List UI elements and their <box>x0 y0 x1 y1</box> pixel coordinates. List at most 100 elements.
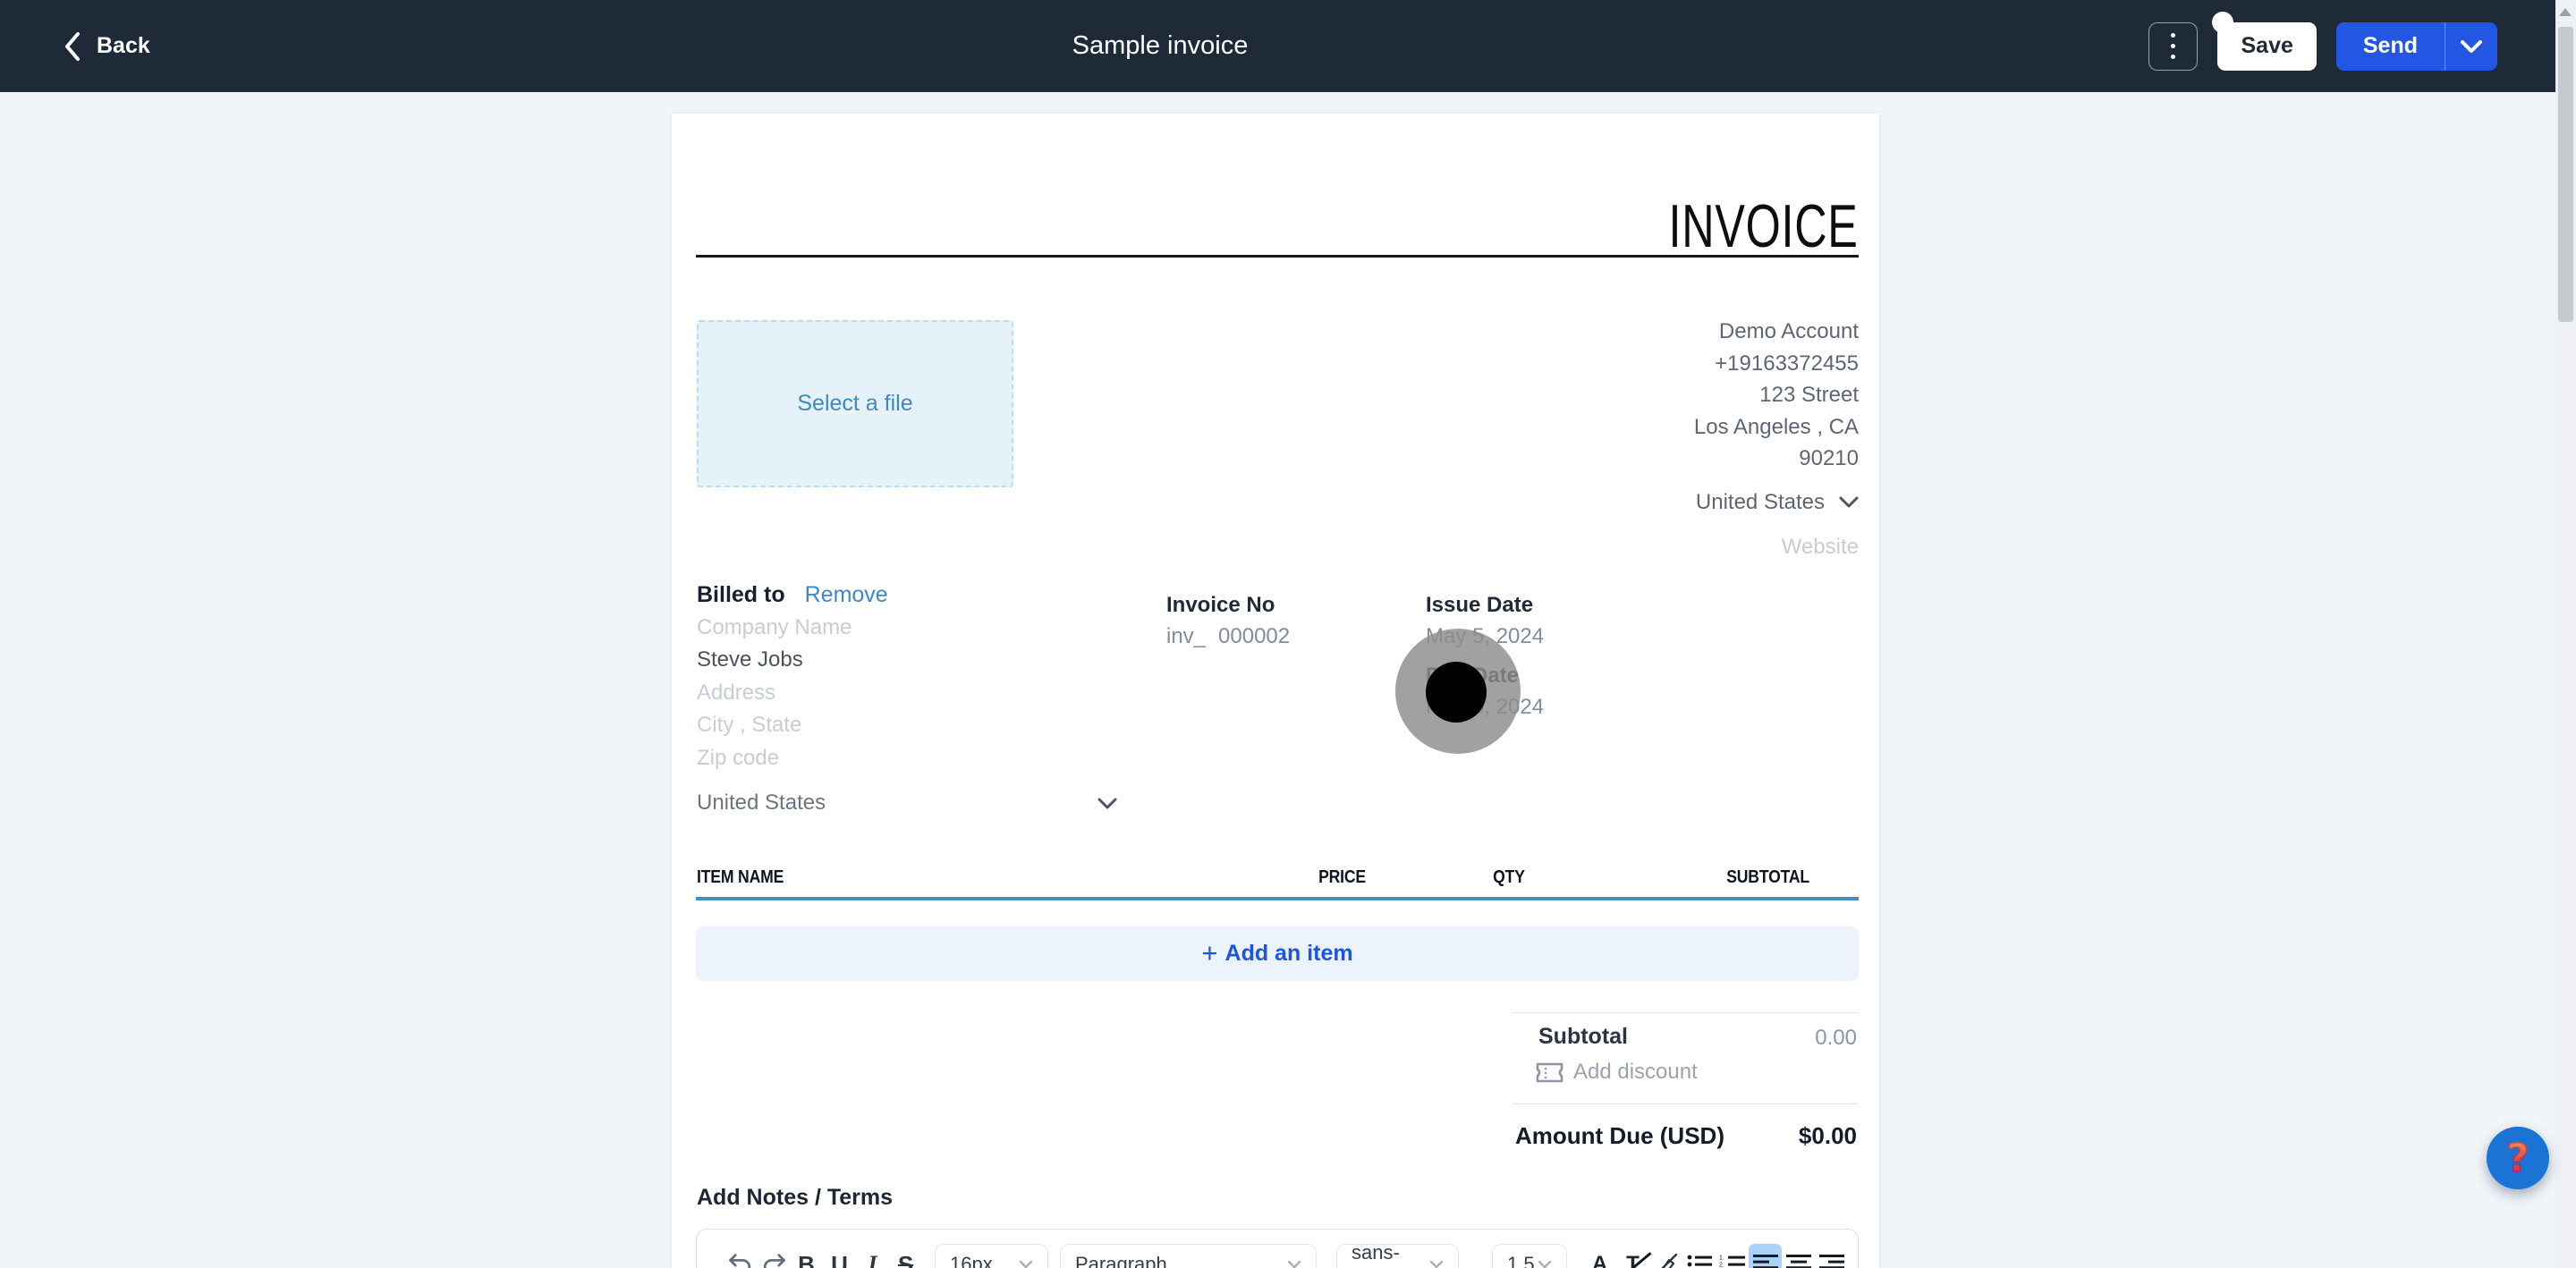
chevron-down-icon <box>1538 1260 1552 1268</box>
items-table-header: ITEM NAME PRICE QTY SUBTOTAL <box>672 867 1879 891</box>
clear-format-button[interactable]: T <box>1616 1244 1649 1268</box>
underline-button[interactable]: U <box>823 1244 856 1268</box>
subtotal-value: 0.00 <box>1815 1026 1857 1050</box>
amount-due-label: Amount Due (USD) <box>1515 1122 1724 1149</box>
font-size-value: 16px <box>950 1253 993 1268</box>
invoice-heading: INVOICE <box>1668 192 1859 260</box>
invoice-no-label: Invoice No <box>1166 593 1275 617</box>
seller-street[interactable]: 123 Street <box>1759 383 1859 407</box>
chevron-down-icon <box>1429 1260 1444 1268</box>
page-scrollbar[interactable] <box>2555 0 2576 1268</box>
redo-button[interactable] <box>757 1244 790 1268</box>
send-button[interactable]: Send <box>2335 21 2445 71</box>
totals-divider <box>1512 1012 1859 1013</box>
zip-code-field[interactable]: Zip code <box>697 745 780 770</box>
seller-city-state[interactable]: Los Angeles , CA <box>1693 414 1859 439</box>
upload-label: Select a file <box>797 391 913 416</box>
paragraph-style-value: Paragraph <box>1075 1253 1167 1268</box>
column-price: PRICE <box>1318 867 1366 887</box>
notes-rich-text-editor[interactable]: B U I S 16px Paragraph sans-serif 1.5 <box>696 1229 1859 1268</box>
address-field[interactable]: Address <box>697 680 776 705</box>
align-right-icon <box>1818 1254 1844 1268</box>
question-mark-icon: ? <box>2505 1135 2529 1182</box>
topbar-actions: Save Send <box>2148 0 2497 92</box>
bold-button[interactable]: B <box>790 1244 823 1268</box>
scrollbar-up-arrow-icon[interactable] <box>2559 8 2572 16</box>
chevron-down-icon <box>1839 496 1859 508</box>
column-subtotal: SUBTOTAL <box>1726 867 1809 887</box>
line-height-select[interactable]: 1.5 <box>1492 1244 1567 1268</box>
cursor-click-dot <box>1426 662 1487 723</box>
bullet-list-icon <box>1686 1254 1713 1268</box>
text-color-button[interactable]: A <box>1583 1244 1616 1268</box>
client-country-select[interactable]: United States <box>697 787 1117 820</box>
seller-country-select[interactable]: United States <box>1694 486 1859 519</box>
clear-format-icon: T <box>1626 1252 1640 1268</box>
client-name-field[interactable]: Steve Jobs <box>697 647 803 672</box>
save-button[interactable]: Save <box>2217 21 2317 71</box>
add-item-label: Add an item <box>1224 941 1353 966</box>
chevron-left-icon <box>63 30 82 63</box>
seller-phone[interactable]: +19163372455 <box>1715 351 1859 376</box>
font-family-value: sans-serif <box>1352 1241 1400 1268</box>
highlight-remove-button[interactable] <box>1649 1244 1682 1268</box>
bullet-list-button[interactable] <box>1682 1244 1716 1268</box>
billed-to-label: Billed to <box>697 582 785 607</box>
invoice-number-block: Invoice No inv_ 000002 <box>1166 593 1290 649</box>
column-qty: QTY <box>1493 867 1525 887</box>
topbar: Back Sample invoice Save Send <box>0 0 2576 92</box>
seller-country-value: United States <box>1695 489 1825 514</box>
redo-icon <box>760 1251 787 1268</box>
italic-button[interactable]: I <box>856 1244 889 1268</box>
issue-date-label: Issue Date <box>1426 593 1534 617</box>
scrollbar-thumb[interactable] <box>2558 27 2573 322</box>
line-height-value: 1.5 <box>1507 1253 1535 1268</box>
ordered-list-icon: 1. 2. 3. <box>1719 1254 1746 1268</box>
align-right-button[interactable] <box>1815 1244 1848 1268</box>
more-options-button[interactable] <box>2148 21 2199 71</box>
city-state-field[interactable]: City , State <box>697 713 802 737</box>
remove-client-link[interactable]: Remove <box>804 582 888 607</box>
help-button[interactable]: ? <box>2487 1127 2549 1189</box>
back-button[interactable]: Back <box>63 0 150 92</box>
billed-to-section: Billed to Remove Company Name Steve Jobs… <box>697 579 1117 820</box>
seller-zip[interactable]: 90210 <box>1799 446 1859 470</box>
align-center-button[interactable] <box>1782 1244 1815 1268</box>
page-title: Sample invoice <box>1072 31 1249 60</box>
svg-text:1.: 1. <box>1719 1255 1724 1262</box>
chevron-down-icon <box>1019 1260 1033 1268</box>
chevron-down-icon <box>1097 798 1117 809</box>
company-name-field[interactable]: Company Name <box>697 614 852 639</box>
add-discount-button[interactable]: Add discount <box>1536 1060 1698 1085</box>
text-color-icon: A <box>1592 1252 1607 1268</box>
paragraph-style-select[interactable]: Paragraph <box>1060 1244 1317 1268</box>
undo-button[interactable] <box>724 1244 757 1268</box>
editor-toolbar-group2: A T <box>1583 1244 1848 1268</box>
ordered-list-button[interactable]: 1. 2. 3. <box>1716 1244 1749 1268</box>
add-item-button[interactable]: + Add an item <box>696 926 1859 981</box>
kebab-menu-icon <box>2171 33 2176 38</box>
subtotal-label: Subtotal <box>1538 1024 1628 1049</box>
font-family-select[interactable]: sans-serif <box>1336 1241 1459 1268</box>
notes-terms-label: Add Notes / Terms <box>697 1185 894 1210</box>
ticket-icon <box>1536 1062 1563 1083</box>
items-table-rule <box>696 897 1859 900</box>
send-dropdown-button[interactable] <box>2445 21 2497 71</box>
invoice-no-field[interactable]: inv_ 000002 <box>1166 624 1290 649</box>
send-split-button: Send <box>2335 21 2497 71</box>
back-label: Back <box>97 33 150 58</box>
svg-text:2.: 2. <box>1719 1263 1724 1268</box>
chevron-down-icon <box>2460 39 2483 54</box>
logo-upload-dropzone[interactable]: Select a file <box>697 320 1013 487</box>
align-left-button[interactable] <box>1749 1244 1782 1268</box>
plus-icon: + <box>1201 936 1218 968</box>
seller-info: Demo Account +19163372455 123 Street Los… <box>1694 316 1859 563</box>
seller-website-field[interactable]: Website <box>1781 535 1859 559</box>
seller-name[interactable]: Demo Account <box>1718 319 1859 343</box>
column-item-name: ITEM NAME <box>697 867 784 887</box>
align-center-icon <box>1785 1254 1811 1268</box>
highlight-remove-icon <box>1654 1252 1679 1268</box>
font-size-select[interactable]: 16px <box>935 1244 1048 1268</box>
strikethrough-button[interactable]: S <box>889 1244 922 1268</box>
